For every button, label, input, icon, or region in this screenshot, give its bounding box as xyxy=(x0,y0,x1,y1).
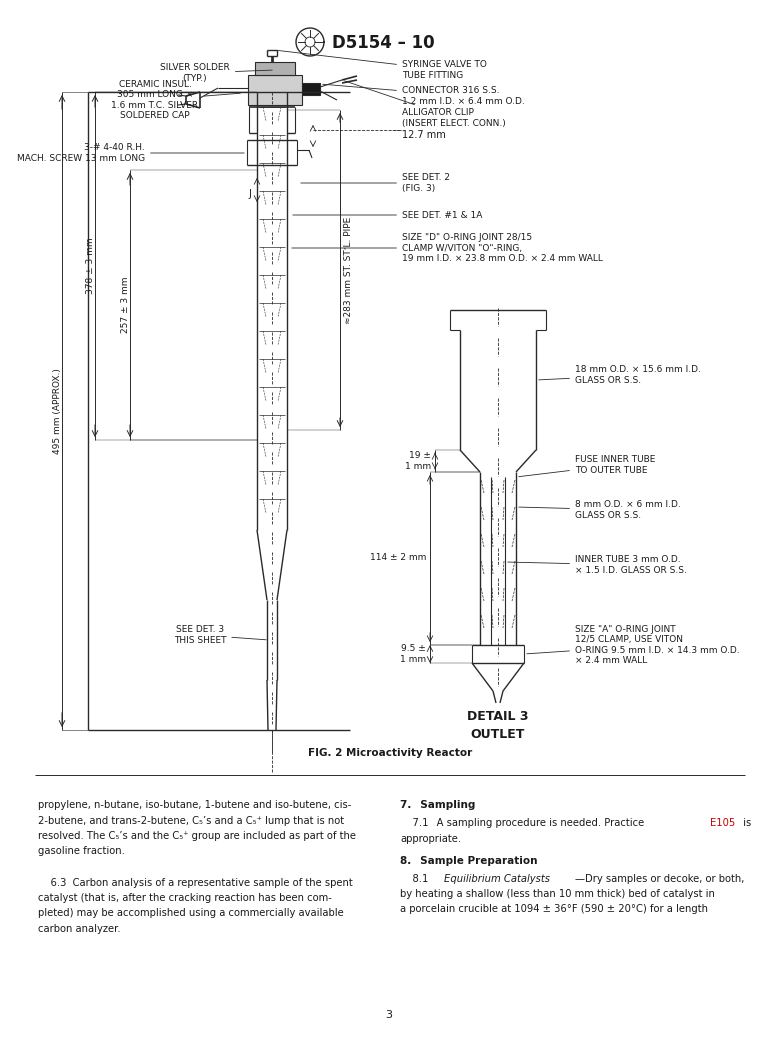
Text: 19 ±
1 mm: 19 ± 1 mm xyxy=(405,452,431,471)
Text: 9.5 ±
1 mm: 9.5 ± 1 mm xyxy=(400,644,426,664)
Text: FIG. 2 Microactivity Reactor: FIG. 2 Microactivity Reactor xyxy=(308,748,472,758)
Text: 8 mm O.D. × 6 mm I.D.
GLASS OR S.S.: 8 mm O.D. × 6 mm I.D. GLASS OR S.S. xyxy=(519,501,681,519)
Bar xyxy=(255,62,295,75)
Text: 7.1  A sampling procedure is needed. Practice: 7.1 A sampling procedure is needed. Prac… xyxy=(400,818,647,828)
Text: a porcelain crucible at 1094 ± 36°F (590 ± 20°C) for a length: a porcelain crucible at 1094 ± 36°F (590… xyxy=(400,905,708,914)
Bar xyxy=(248,75,302,105)
Text: catalyst (that is, after the cracking reaction has been com-: catalyst (that is, after the cracking re… xyxy=(38,893,332,903)
Text: SEE DET. #1 & 1A: SEE DET. #1 & 1A xyxy=(293,210,482,220)
Text: 257 ± 3 mm: 257 ± 3 mm xyxy=(121,277,131,333)
Text: 7.  Sampling: 7. Sampling xyxy=(400,799,475,810)
Text: SIZE "A" O-RING JOINT
12/5 CLAMP, USE VITON
O-RING 9.5 mm I.D. × 14.3 mm O.D.
× : SIZE "A" O-RING JOINT 12/5 CLAMP, USE VI… xyxy=(527,625,740,665)
Text: Equilibrium Catalysts: Equilibrium Catalysts xyxy=(444,873,550,884)
Text: propylene, n-butane, iso-butane, 1-butene and iso-butene, cis-: propylene, n-butane, iso-butane, 1-buten… xyxy=(38,799,352,810)
Text: 3: 3 xyxy=(386,1010,392,1020)
Text: resolved. The C₅’s and the C₅⁺ group are included as part of the: resolved. The C₅’s and the C₅⁺ group are… xyxy=(38,831,356,841)
Text: 3-# 4-40 R.H.
MACH. SCREW 13 mm LONG: 3-# 4-40 R.H. MACH. SCREW 13 mm LONG xyxy=(17,144,244,162)
Text: appropriate.: appropriate. xyxy=(400,834,461,843)
Text: 6.3  Carbon analysis of a representative sample of the spent: 6.3 Carbon analysis of a representative … xyxy=(38,878,352,888)
Text: SYRINGE VALVE TO
TUBE FITTING: SYRINGE VALVE TO TUBE FITTING xyxy=(277,50,487,80)
Text: by heating a shallow (less than 10 mm thick) bed of catalyst in: by heating a shallow (less than 10 mm th… xyxy=(400,889,715,899)
Text: 495 mm (APPROX.): 495 mm (APPROX.) xyxy=(54,369,62,454)
Text: gasoline fraction.: gasoline fraction. xyxy=(38,846,125,857)
Text: SILVER SOLDER
(TYP.): SILVER SOLDER (TYP.) xyxy=(160,64,272,82)
Text: ALLIGATOR CLIP
(INSERT ELECT. CONN.): ALLIGATOR CLIP (INSERT ELECT. CONN.) xyxy=(345,81,506,128)
Text: 8.1: 8.1 xyxy=(400,873,433,884)
Text: DETAIL 3: DETAIL 3 xyxy=(468,710,529,723)
Text: D5154 – 10: D5154 – 10 xyxy=(332,34,435,52)
Text: INNER TUBE 3 mm O.D.
× 1.5 I.D. GLASS OR S.S.: INNER TUBE 3 mm O.D. × 1.5 I.D. GLASS OR… xyxy=(508,555,687,575)
Text: 378 ± 3 mm: 378 ± 3 mm xyxy=(86,237,96,295)
Text: 8.  Sample Preparation: 8. Sample Preparation xyxy=(400,856,538,865)
Text: —Dry samples or decoke, or both,: —Dry samples or decoke, or both, xyxy=(575,873,745,884)
Text: OUTLET: OUTLET xyxy=(471,728,525,741)
Text: pleted) may be accomplished using a commercially available: pleted) may be accomplished using a comm… xyxy=(38,909,344,918)
Text: CERAMIC INSUL.
305 mm LONG ×
1.6 mm T.C. SILVER
SOLDERED CAP: CERAMIC INSUL. 305 mm LONG × 1.6 mm T.C.… xyxy=(111,80,240,120)
Text: 12.7 mm: 12.7 mm xyxy=(402,130,446,139)
Bar xyxy=(302,83,320,95)
Text: ≈283 mm ST. STʼL. PIPE: ≈283 mm ST. STʼL. PIPE xyxy=(344,217,353,324)
Text: carbon analyzer.: carbon analyzer. xyxy=(38,924,121,934)
Text: is: is xyxy=(740,818,752,828)
Text: 18 mm O.D. × 15.6 mm I.D.
GLASS OR S.S.: 18 mm O.D. × 15.6 mm I.D. GLASS OR S.S. xyxy=(539,365,701,385)
Text: 2-butene, and trans-2-butene, C₅’s and a C₅⁺ lump that is not: 2-butene, and trans-2-butene, C₅’s and a… xyxy=(38,815,344,826)
Text: SEE DET. 2
(FIG. 3): SEE DET. 2 (FIG. 3) xyxy=(301,173,450,193)
Text: SEE DET. 3
THIS SHEET: SEE DET. 3 THIS SHEET xyxy=(173,626,266,644)
Text: FUSE INNER TUBE
TO OUTER TUBE: FUSE INNER TUBE TO OUTER TUBE xyxy=(519,455,655,477)
Text: 114 ± 2 mm: 114 ± 2 mm xyxy=(370,554,426,562)
Text: CONNECTOR 316 S.S.
1.2 mm I.D. × 6.4 mm O.D.: CONNECTOR 316 S.S. 1.2 mm I.D. × 6.4 mm … xyxy=(323,84,524,106)
Text: J: J xyxy=(248,189,251,199)
Text: SIZE "D" O-RING JOINT 28/15
CLAMP W/VITON "O"-RING,
19 mm I.D. × 23.8 mm O.D. × : SIZE "D" O-RING JOINT 28/15 CLAMP W/VITO… xyxy=(292,233,603,263)
Text: E105: E105 xyxy=(710,818,735,828)
